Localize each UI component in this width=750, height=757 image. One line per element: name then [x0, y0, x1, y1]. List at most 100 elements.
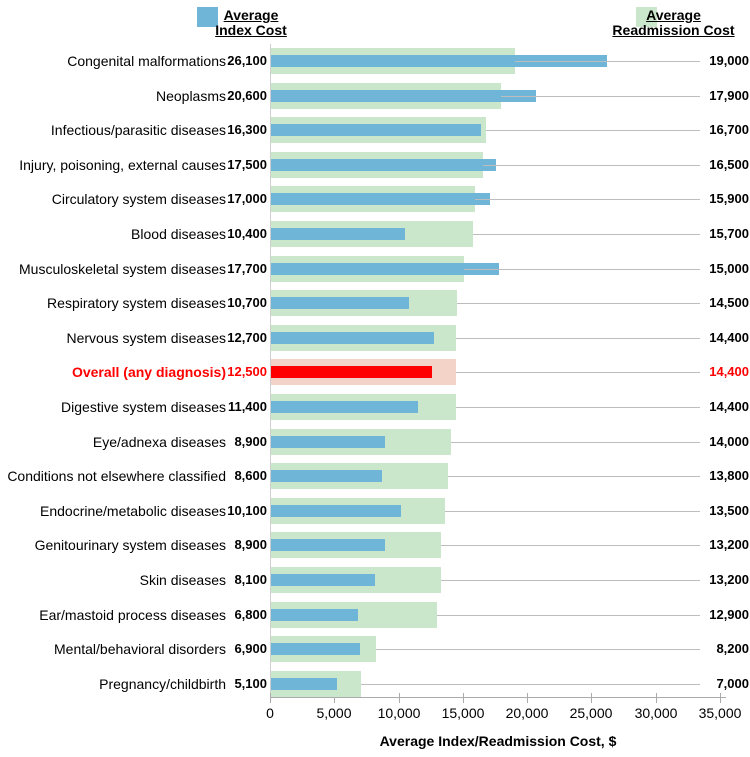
- index-cost-value: 6,900: [234, 641, 267, 657]
- x-tick: [656, 693, 657, 703]
- legend-index-line1: Average: [223, 7, 279, 23]
- category-label: Musculoskeletal system diseases: [19, 260, 226, 277]
- index-cost-value: 20,600: [227, 87, 267, 103]
- index-cost-value: 10,100: [227, 502, 267, 518]
- readmission-cost-value: 15,000: [709, 260, 749, 276]
- index-cost-value: 17,000: [227, 191, 267, 207]
- index-cost-bar: [271, 539, 386, 552]
- leader-line: [475, 199, 700, 200]
- legend-readmission-line2: Readmission Cost: [612, 22, 735, 38]
- leader-line: [483, 165, 700, 166]
- x-tick-label: 10,000: [377, 705, 421, 721]
- index-cost-value: 10,700: [227, 295, 267, 311]
- index-cost-bar: [271, 55, 607, 67]
- readmission-cost-value: 12,900: [709, 606, 749, 622]
- leader-line: [463, 269, 700, 270]
- readmission-cost-value: 14,500: [709, 295, 749, 311]
- x-tick-label: 0: [266, 705, 274, 721]
- x-tick: [334, 693, 335, 703]
- leader-line: [501, 96, 700, 97]
- index-cost-value: 26,100: [227, 53, 267, 68]
- readmission-cost-value: 16,500: [709, 156, 749, 172]
- category-label: Neoplasms: [155, 87, 226, 104]
- category-label: Endocrine/metabolic diseases: [40, 502, 226, 519]
- category-label: Skin diseases: [139, 572, 226, 588]
- leader-line: [456, 372, 700, 373]
- legend-average-index-cost: Average Index Cost: [212, 8, 290, 38]
- index-cost-value: 8,100: [234, 572, 267, 587]
- category-label: Overall (any diagnosis): [71, 364, 226, 381]
- readmission-cost-value: 15,900: [709, 191, 749, 207]
- leader-line: [485, 130, 700, 131]
- index-cost-bar: [271, 366, 432, 379]
- category-label: Eye/adnexa diseases: [92, 433, 226, 450]
- index-cost-value: 17,700: [227, 260, 267, 276]
- leader-line: [457, 303, 700, 304]
- index-cost-bar: [271, 262, 499, 275]
- leader-line: [448, 476, 700, 477]
- readmission-cost-value: 15,700: [709, 226, 749, 241]
- index-cost-bar: [271, 228, 405, 240]
- index-cost-value: 11,400: [227, 399, 267, 414]
- legend-index-line2: Index Cost: [215, 22, 287, 38]
- leader-line: [440, 580, 700, 581]
- index-cost-value: 16,300: [227, 122, 267, 138]
- index-cost-value: 8,600: [234, 468, 267, 484]
- index-cost-bar: [271, 89, 536, 102]
- index-cost-bar: [271, 643, 360, 656]
- index-cost-value: 10,400: [227, 226, 267, 241]
- leader-line: [456, 407, 700, 408]
- category-label: Ear/mastoid process diseases: [39, 606, 226, 623]
- readmission-cost-value: 7,000: [716, 675, 749, 691]
- index-cost-bar: [271, 193, 490, 206]
- readmission-cost-value: 13,800: [709, 468, 749, 484]
- index-cost-bar: [271, 677, 337, 690]
- index-cost-value: 12,700: [227, 329, 267, 345]
- y-axis-line: [270, 44, 271, 698]
- readmission-cost-value: 17,900: [709, 87, 749, 103]
- index-cost-value: 5,100: [234, 675, 267, 691]
- category-label: Conditions not elsewhere classified: [7, 468, 226, 485]
- x-tick-label: 25,000: [569, 705, 613, 721]
- leader-line: [440, 545, 700, 546]
- readmission-cost-value: 14,000: [709, 433, 749, 449]
- index-cost-bar: [271, 158, 496, 171]
- index-cost-bar: [271, 574, 376, 586]
- category-label: Genitourinary system diseases: [34, 537, 226, 554]
- x-tick: [463, 693, 464, 703]
- category-label: Infectious/parasitic diseases: [50, 122, 226, 139]
- category-label: Digestive system diseases: [61, 399, 226, 415]
- leader-line: [451, 442, 700, 443]
- x-axis-title: Average Index/Readmission Cost, $: [379, 733, 617, 749]
- readmission-cost-legend-swatch: [636, 7, 657, 27]
- leader-line: [361, 684, 700, 685]
- x-tick: [527, 693, 528, 703]
- leader-line: [456, 338, 700, 339]
- readmission-cost-value: 13,200: [709, 537, 749, 553]
- x-tick-label: 5,000: [316, 705, 352, 721]
- index-cost-bar: [271, 435, 386, 448]
- index-cost-bar: [271, 331, 435, 344]
- readmission-cost-value: 13,500: [709, 502, 749, 518]
- index-cost-bar: [271, 470, 382, 483]
- category-label: Pregnancy/childbirth: [99, 675, 226, 692]
- leader-line: [444, 511, 700, 512]
- category-label: Nervous system diseases: [66, 329, 226, 346]
- category-label: Blood diseases: [131, 226, 226, 242]
- category-label: Injury, poisoning, external causes: [19, 156, 226, 173]
- x-tick: [591, 693, 592, 703]
- readmission-cost-value: 14,400: [709, 329, 749, 345]
- index-cost-bar: [271, 297, 409, 310]
- x-tick: [399, 693, 400, 703]
- index-cost-bar: [271, 608, 359, 621]
- x-tick-label: 15,000: [441, 705, 485, 721]
- readmission-cost-value: 16,700: [709, 122, 749, 138]
- category-label: Mental/behavioral disorders: [54, 641, 226, 658]
- readmission-cost-value: 8,200: [716, 641, 749, 657]
- x-axis-line: [270, 697, 726, 698]
- x-tick-label: 35,000: [698, 705, 742, 721]
- x-tick: [270, 693, 271, 703]
- x-tick-label: 20,000: [505, 705, 549, 721]
- leader-line: [376, 649, 700, 650]
- leader-line: [436, 615, 700, 616]
